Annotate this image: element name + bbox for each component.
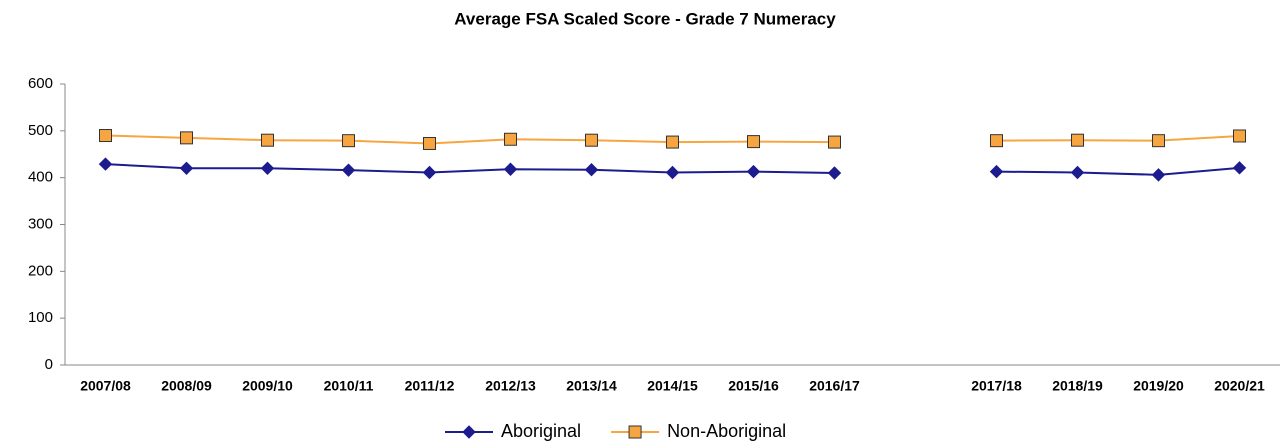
data-point xyxy=(504,132,517,146)
y-tick-label: 600 xyxy=(28,75,53,92)
series-line xyxy=(105,163,1240,176)
data-point xyxy=(989,164,1004,179)
y-tick-label: 400 xyxy=(28,169,53,186)
x-tick-label: 2015/16 xyxy=(728,378,779,394)
data-point xyxy=(666,135,679,149)
data-point xyxy=(1233,129,1246,143)
series-line xyxy=(105,134,1240,145)
data-point xyxy=(98,157,113,171)
x-tick-label: 2016/17 xyxy=(809,378,860,394)
data-point xyxy=(746,164,761,179)
data-point xyxy=(747,135,760,149)
x-tick-label: 2019/20 xyxy=(1133,378,1184,394)
data-point xyxy=(1070,165,1085,180)
data-point xyxy=(585,133,598,147)
x-tick-label: 2008/09 xyxy=(161,378,212,394)
data-point xyxy=(1151,168,1166,182)
y-tick-label: 0 xyxy=(45,356,53,373)
data-point xyxy=(1232,161,1247,175)
y-tick-label: 200 xyxy=(28,262,53,279)
data-point xyxy=(503,162,518,176)
data-point xyxy=(260,161,275,176)
x-tick-label: 2011/12 xyxy=(405,378,455,394)
x-tick-label: 2014/15 xyxy=(647,378,698,394)
chart-title: Average FSA Scaled Score - Grade 7 Numer… xyxy=(454,9,836,28)
data-point xyxy=(665,165,680,180)
legend-marker xyxy=(462,425,476,439)
data-point xyxy=(827,166,842,180)
x-tick-label: 2020/21 xyxy=(1214,378,1265,394)
x-tick-label: 2012/13 xyxy=(485,378,536,394)
legend-item: Non-Aboriginal xyxy=(611,421,786,441)
legend-label: Aboriginal xyxy=(501,421,581,441)
legend-item: Aboriginal xyxy=(445,421,581,441)
data-point xyxy=(180,131,193,145)
data-point xyxy=(584,162,599,177)
x-tick-label: 2009/10 xyxy=(242,378,293,394)
x-tick-label: 2013/14 xyxy=(566,378,617,394)
data-point xyxy=(423,136,436,150)
data-point xyxy=(1152,134,1165,148)
x-tick-label: 2007/08 xyxy=(80,378,131,394)
x-tick-label: 2010/11 xyxy=(324,378,374,394)
x-tick-label: 2018/19 xyxy=(1052,378,1103,394)
data-point xyxy=(99,129,112,143)
y-tick-label: 100 xyxy=(28,309,53,326)
data-point xyxy=(422,165,437,180)
data-point xyxy=(261,133,274,147)
data-point xyxy=(1071,133,1084,147)
data-point xyxy=(342,134,355,148)
data-point xyxy=(990,134,1003,148)
y-tick-label: 300 xyxy=(28,215,53,232)
data-point xyxy=(179,161,194,176)
x-tick-label: 2017/18 xyxy=(971,378,1022,394)
legend-label: Non-Aboriginal xyxy=(667,421,786,441)
data-point xyxy=(341,163,356,177)
legend-marker xyxy=(628,425,642,439)
data-point xyxy=(828,135,841,149)
y-tick-label: 500 xyxy=(28,122,53,139)
